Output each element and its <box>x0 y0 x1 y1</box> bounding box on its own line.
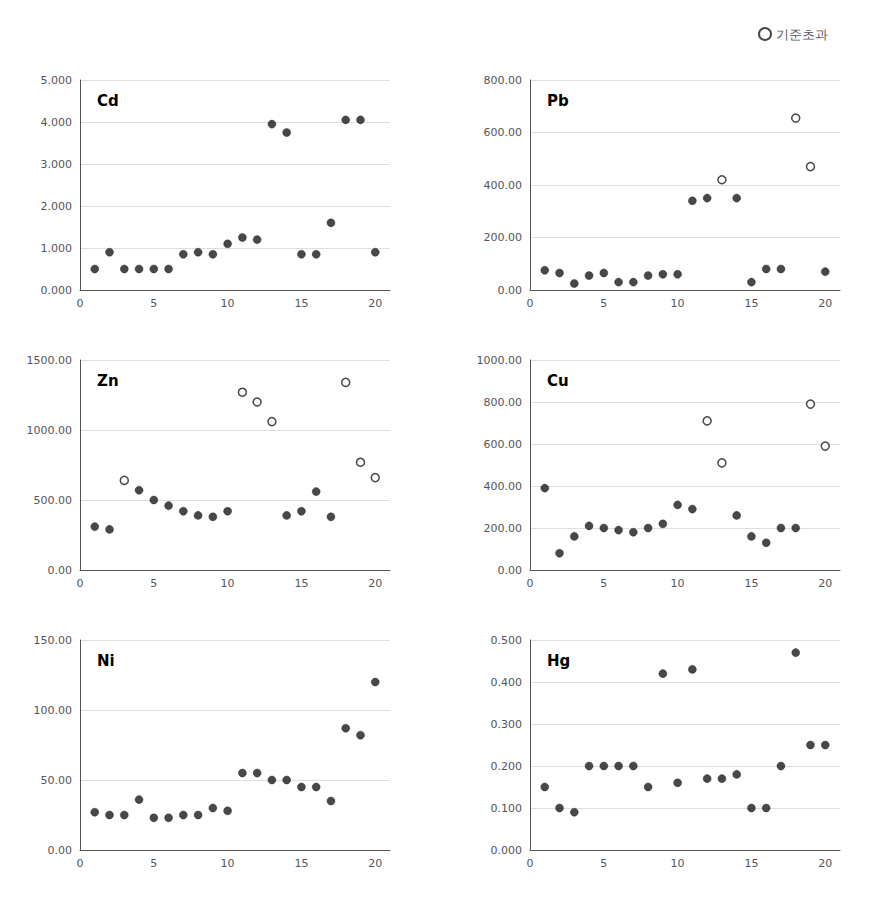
svg-text:150.00: 150.00 <box>34 634 73 647</box>
svg-text:Cu: Cu <box>547 372 569 390</box>
svg-text:0: 0 <box>527 857 534 870</box>
svg-text:10: 10 <box>671 297 685 310</box>
svg-text:15: 15 <box>294 577 308 590</box>
svg-text:0.400: 0.400 <box>491 676 523 689</box>
svg-text:4.000: 4.000 <box>41 116 73 129</box>
svg-text:5: 5 <box>600 577 607 590</box>
svg-text:0: 0 <box>77 857 84 870</box>
svg-text:0.000: 0.000 <box>491 844 523 857</box>
svg-text:3.000: 3.000 <box>41 158 73 171</box>
svg-text:100.00: 100.00 <box>34 704 73 717</box>
svg-text:5.000: 5.000 <box>41 74 73 87</box>
svg-text:0.00: 0.00 <box>498 564 523 577</box>
svg-text:600.00: 600.00 <box>484 126 523 139</box>
svg-text:20: 20 <box>368 857 382 870</box>
svg-text:0.00: 0.00 <box>48 564 73 577</box>
svg-text:0: 0 <box>77 577 84 590</box>
svg-text:600.00: 600.00 <box>484 438 523 451</box>
svg-text:1000.00: 1000.00 <box>27 424 73 437</box>
svg-text:10: 10 <box>221 857 235 870</box>
svg-text:800.00: 800.00 <box>484 74 523 87</box>
svg-text:Hg: Hg <box>547 652 570 670</box>
svg-text:0.00: 0.00 <box>48 844 73 857</box>
svg-text:5: 5 <box>150 297 157 310</box>
svg-text:15: 15 <box>744 577 758 590</box>
svg-text:1500.00: 1500.00 <box>27 354 73 367</box>
svg-text:1.000: 1.000 <box>41 242 73 255</box>
svg-text:5: 5 <box>600 297 607 310</box>
svg-text:0: 0 <box>527 577 534 590</box>
svg-text:20: 20 <box>368 297 382 310</box>
svg-text:5: 5 <box>150 577 157 590</box>
svg-text:20: 20 <box>818 857 832 870</box>
svg-text:20: 20 <box>818 577 832 590</box>
svg-text:5: 5 <box>600 857 607 870</box>
svg-text:기준초과: 기준초과 <box>776 27 828 42</box>
svg-text:Zn: Zn <box>97 372 119 390</box>
svg-text:10: 10 <box>671 857 685 870</box>
svg-text:10: 10 <box>221 297 235 310</box>
svg-text:Cd: Cd <box>97 92 119 110</box>
svg-text:15: 15 <box>744 857 758 870</box>
svg-text:20: 20 <box>368 577 382 590</box>
svg-text:0.300: 0.300 <box>491 718 523 731</box>
svg-text:400.00: 400.00 <box>484 179 523 192</box>
svg-text:10: 10 <box>671 577 685 590</box>
svg-text:400.00: 400.00 <box>484 480 523 493</box>
svg-text:0.000: 0.000 <box>41 284 73 297</box>
svg-text:0.200: 0.200 <box>491 760 523 773</box>
svg-text:5: 5 <box>150 857 157 870</box>
svg-text:0.100: 0.100 <box>491 802 523 815</box>
svg-text:0: 0 <box>527 297 534 310</box>
svg-text:500.00: 500.00 <box>34 494 73 507</box>
svg-text:10: 10 <box>221 577 235 590</box>
svg-text:200.00: 200.00 <box>484 522 523 535</box>
svg-text:15: 15 <box>744 297 758 310</box>
svg-text:0.500: 0.500 <box>491 634 523 647</box>
svg-text:Ni: Ni <box>97 652 115 670</box>
svg-text:0.00: 0.00 <box>498 284 523 297</box>
svg-text:20: 20 <box>818 297 832 310</box>
svg-text:200.00: 200.00 <box>484 231 523 244</box>
svg-text:800.00: 800.00 <box>484 396 523 409</box>
svg-text:2.000: 2.000 <box>41 200 73 213</box>
svg-text:50.00: 50.00 <box>41 774 73 787</box>
svg-text:0: 0 <box>77 297 84 310</box>
svg-text:15: 15 <box>294 297 308 310</box>
svg-text:1000.00: 1000.00 <box>477 354 523 367</box>
svg-text:15: 15 <box>294 857 308 870</box>
svg-text:Pb: Pb <box>547 92 569 110</box>
